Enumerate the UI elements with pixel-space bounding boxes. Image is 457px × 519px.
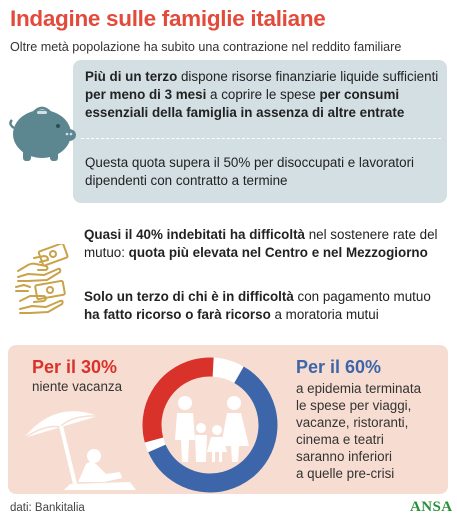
- page-subtitle: Oltre metà popolazione ha subito una con…: [10, 40, 402, 54]
- money-handover-icon: [15, 279, 66, 314]
- unemployed-share-text: Questa quota supera il 50% per disoccupa…: [85, 154, 445, 190]
- left-stat-value: Per il 30%: [32, 357, 118, 377]
- share-arc-30: [142, 357, 278, 493]
- block4-segment: con pagamento mutuo: [293, 289, 431, 304]
- block1-segment: per consumi essenziali della famiglia in…: [85, 87, 405, 120]
- left-stat-caption: niente vacanza: [32, 379, 123, 394]
- info-box-divider: [81, 138, 441, 139]
- block1-segment: Più di un terzo: [85, 69, 178, 84]
- mortgage-difficulty-text: Quasi il 40% indebitati ha difficoltà ne…: [84, 226, 450, 262]
- block1-segment: a coprire le spese: [206, 87, 320, 102]
- block4-segment: Solo un terzo di chi è in difficoltà: [84, 289, 294, 304]
- beach-umbrella-icon: [23, 411, 136, 490]
- moratorium-text: Solo un terzo di chi è in difficoltà con…: [84, 288, 450, 324]
- source-note: dati: Bankitalia: [10, 502, 85, 514]
- right-stat-value: Per il 60%: [296, 357, 382, 377]
- ansa-logo: ANSA: [410, 499, 453, 515]
- share-arc-60: [142, 357, 278, 493]
- block4-segment: ha fatto ricorso o farà ricorso: [84, 307, 271, 322]
- money-handover-icon: [17, 244, 69, 282]
- block3-segment: quota più elevata nel Centro e nel Mezzo…: [128, 245, 428, 260]
- share-donut: [142, 357, 278, 493]
- page-title: Indagine sulle famiglie italiane: [10, 6, 326, 31]
- liquidity-text: Più di un terzo dispone risorse finanzia…: [85, 68, 445, 122]
- block3-segment: Quasi il 40% indebitati ha difficoltà: [84, 227, 305, 242]
- block1-segment: dispone risorse finanziarie liquide suff…: [177, 69, 439, 84]
- block3-segment: nel sostenere rate del mutuo:: [84, 227, 438, 260]
- piggy-bank-icon: [9, 106, 76, 161]
- right-stat-caption: a epidemia terminata le spese per viaggi…: [296, 381, 422, 481]
- info-box: [73, 60, 447, 203]
- block1-segment: per meno di 3 mesi: [85, 87, 207, 102]
- block2-segment: Questa quota supera il 50% per disoccupa…: [85, 155, 415, 188]
- family-icon: [175, 396, 249, 462]
- block4-segment: a moratoria mutui: [270, 307, 379, 322]
